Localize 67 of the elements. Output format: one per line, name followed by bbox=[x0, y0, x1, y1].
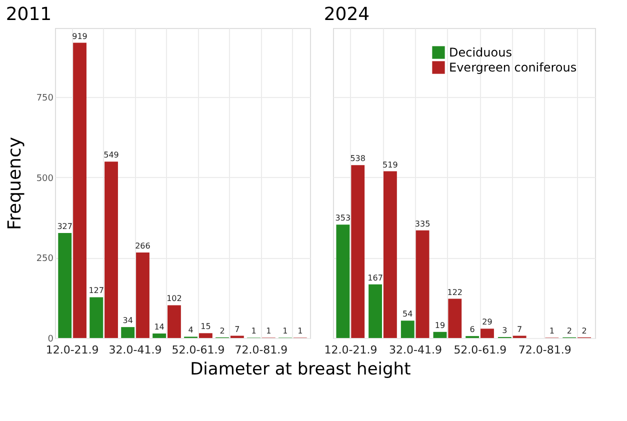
data-label: 34 bbox=[122, 316, 133, 326]
data-label: 327 bbox=[57, 222, 72, 231]
data-label: 538 bbox=[350, 154, 366, 164]
bar bbox=[400, 320, 414, 338]
bar bbox=[351, 165, 365, 338]
bar bbox=[336, 224, 350, 338]
chart-title: 2011 bbox=[6, 4, 52, 25]
bar bbox=[198, 333, 212, 338]
data-label: 1 bbox=[298, 326, 303, 336]
chart-title: 2024 bbox=[324, 4, 370, 25]
data-label: 4 bbox=[188, 326, 194, 335]
bar bbox=[90, 297, 104, 338]
data-label: 29 bbox=[482, 318, 492, 327]
bar bbox=[136, 252, 150, 338]
bar bbox=[368, 284, 382, 338]
bar bbox=[383, 171, 397, 338]
legend-label: Evergreen coniferous bbox=[449, 60, 577, 74]
bar bbox=[480, 328, 494, 338]
x-tick-label: 12.0-21.9 bbox=[46, 344, 99, 356]
bar bbox=[73, 42, 86, 338]
x-tick-label: 32.0-41.9 bbox=[388, 344, 442, 356]
data-label: 2 bbox=[582, 326, 587, 336]
data-label: 102 bbox=[166, 294, 182, 304]
x-tick-label: 52.0-61.9 bbox=[454, 344, 507, 356]
x-tick-label: 72.0-81.9 bbox=[234, 344, 288, 356]
data-label: 3 bbox=[502, 326, 508, 336]
data-label: 2 bbox=[566, 326, 572, 336]
data-label: 519 bbox=[382, 160, 398, 170]
bar bbox=[168, 305, 181, 338]
bar bbox=[58, 232, 72, 338]
data-label: 7 bbox=[517, 324, 522, 334]
data-label: 335 bbox=[414, 219, 430, 228]
bar bbox=[121, 327, 135, 338]
data-label: 919 bbox=[72, 32, 88, 41]
x-tick-label: 32.0-41.9 bbox=[108, 344, 162, 356]
x-axis-title: Diameter at breast height bbox=[190, 360, 412, 380]
data-label: 14 bbox=[154, 322, 164, 332]
data-label: 549 bbox=[104, 150, 119, 160]
data-label: 6 bbox=[470, 325, 475, 334]
y-tick-label: 500 bbox=[36, 174, 54, 184]
data-label: 353 bbox=[335, 214, 351, 223]
legend-label: Deciduous bbox=[449, 46, 512, 60]
data-label: 122 bbox=[447, 288, 463, 297]
data-label: 1 bbox=[266, 326, 272, 336]
data-label: 1 bbox=[282, 326, 288, 336]
data-label: 167 bbox=[368, 273, 383, 282]
data-label: 1 bbox=[549, 326, 554, 336]
data-label: 127 bbox=[88, 286, 104, 296]
data-label: 1 bbox=[251, 326, 256, 336]
y-tick-label: 0 bbox=[48, 334, 54, 344]
y-tick-label: 750 bbox=[36, 94, 54, 104]
data-label: 15 bbox=[200, 322, 211, 332]
data-label: 54 bbox=[402, 310, 413, 319]
x-tick-label: 12.0-21.9 bbox=[324, 344, 378, 356]
x-tick-label: 52.0-61.9 bbox=[172, 344, 225, 356]
x-tick-label: 72.0-81.9 bbox=[518, 344, 572, 356]
data-label: 266 bbox=[135, 242, 150, 251]
bar bbox=[433, 332, 447, 338]
bar bbox=[104, 162, 118, 338]
data-label: 7 bbox=[234, 324, 240, 334]
bar bbox=[152, 334, 166, 338]
y-tick-label: 250 bbox=[36, 254, 54, 264]
y-axis-title: Frequency bbox=[4, 136, 26, 230]
data-label: 2 bbox=[220, 326, 225, 336]
bar bbox=[448, 298, 462, 338]
bar bbox=[416, 230, 430, 338]
data-label: 19 bbox=[434, 320, 446, 330]
